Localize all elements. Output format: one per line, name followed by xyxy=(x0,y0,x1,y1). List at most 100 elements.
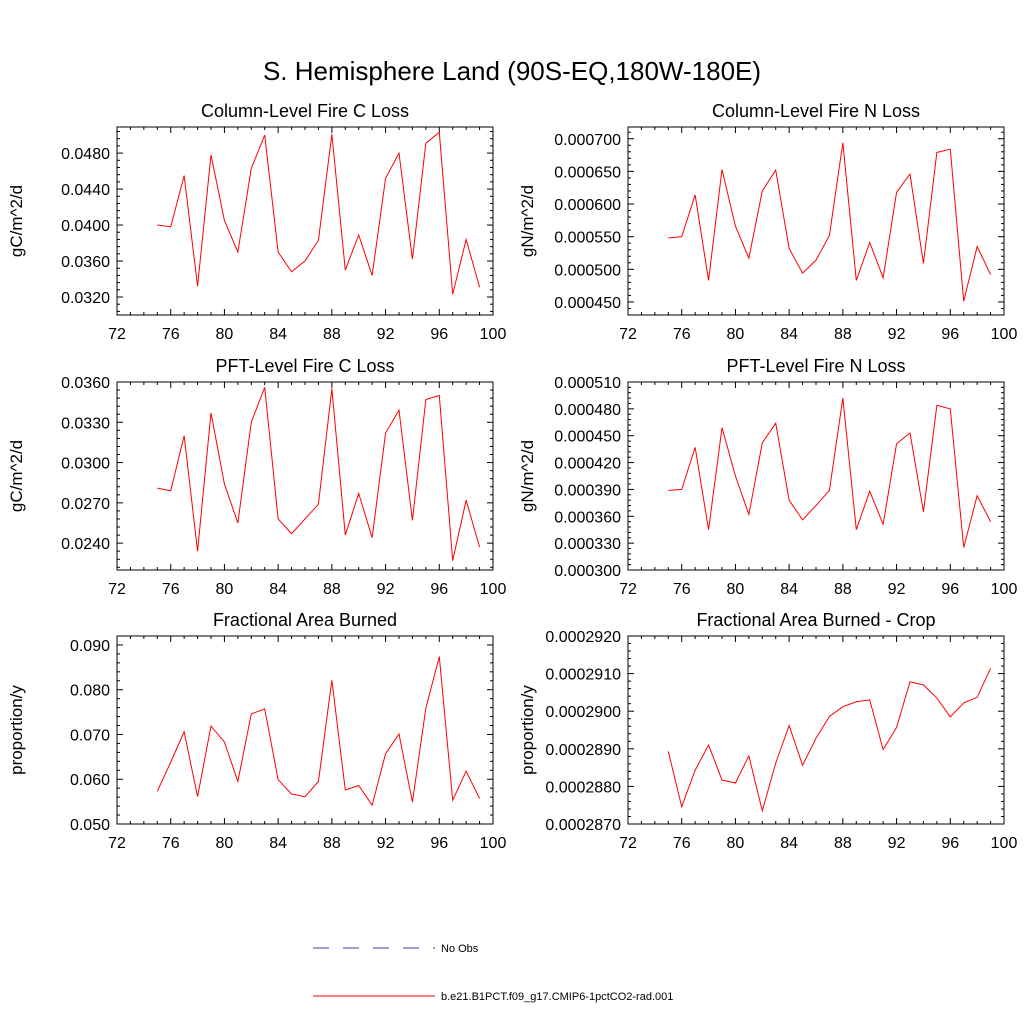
x-tick-label: 76 xyxy=(162,581,180,598)
x-axis-ticks: 72 76 80 84 88 92 96 100 xyxy=(108,382,506,598)
y-tick-label: 0.060 xyxy=(70,772,110,789)
x-tick-label: 88 xyxy=(323,581,341,598)
x-tick-label: 80 xyxy=(216,326,234,343)
series-line-pft-fire-n-loss xyxy=(668,398,992,548)
x-tick-label: 76 xyxy=(673,581,691,598)
x-tick-label: 92 xyxy=(377,835,395,852)
panel-title: Fractional Area Burned - Crop xyxy=(696,610,935,630)
y-axis-ticks: 0.0320 0.0360 0.0400 0.0440 0.0480 xyxy=(61,130,493,312)
x-tick-label: 84 xyxy=(269,835,287,852)
x-tick-label: 88 xyxy=(323,326,341,343)
x-tick-label: 80 xyxy=(727,835,745,852)
series-line-pft-fire-c-loss xyxy=(157,387,481,561)
y-tick-label: 0.000330 xyxy=(554,536,621,553)
x-tick-label: 100 xyxy=(991,581,1018,598)
y-tick-label: 0.000450 xyxy=(554,295,621,312)
y-tick-label: 0.000300 xyxy=(554,563,621,580)
x-tick-label: 76 xyxy=(673,326,691,343)
y-tick-label: 0.0300 xyxy=(61,456,110,473)
panel-column-fire-c-loss: Column-Level Fire C Loss gC/m^2/d 72 76 80 84… xyxy=(7,101,506,343)
x-tick-label: 72 xyxy=(108,326,126,343)
y-tick-label: 0.0440 xyxy=(61,182,110,199)
y-tick-label: 0.0360 xyxy=(61,375,110,392)
y-tick-label: 0.000450 xyxy=(554,429,621,446)
y-tick-label: 0.050 xyxy=(70,817,110,834)
x-tick-label: 88 xyxy=(323,835,341,852)
x-axis-ticks: 72 76 80 84 88 92 96 100 xyxy=(108,127,506,343)
legend: No Obs b.e21.B1PCT.f09_g17.CMIP6-1pctCO2… xyxy=(313,943,673,1003)
x-axis-ticks: 72 76 80 84 88 92 96 100 xyxy=(619,127,1017,343)
plot-frame xyxy=(627,126,1005,316)
y-tick-label: 0.0002890 xyxy=(545,742,621,759)
panel-title: PFT-Level Fire N Loss xyxy=(726,356,905,376)
x-tick-label: 96 xyxy=(941,835,959,852)
panel-title: Fractional Area Burned xyxy=(213,610,397,630)
x-tick-label: 84 xyxy=(780,581,798,598)
y-axis-label: gC/m^2/d xyxy=(7,440,26,512)
panel-pft-fire-c-loss: PFT-Level Fire C Loss gC/m^2/d 72 76 80 84 88 9… xyxy=(7,356,506,598)
y-axis-label: gN/m^2/d xyxy=(518,185,537,257)
y-tick-label: 0.070 xyxy=(70,727,110,744)
x-tick-label: 76 xyxy=(162,326,180,343)
x-tick-label: 88 xyxy=(834,326,852,343)
x-tick-label: 72 xyxy=(619,835,637,852)
y-tick-label: 0.0002910 xyxy=(545,667,621,684)
y-tick-label: 0.0480 xyxy=(61,146,110,163)
x-tick-label: 92 xyxy=(377,581,395,598)
y-tick-label: 0.0002880 xyxy=(545,779,621,796)
plot-frame xyxy=(116,381,494,571)
panel-column-fire-n-loss: Column-Level Fire N Loss gN/m^2/d 72 76 80 84… xyxy=(518,101,1017,343)
panel-title: Column-Level Fire N Loss xyxy=(712,101,920,121)
y-axis-label: gC/m^2/d xyxy=(7,185,26,257)
y-tick-label: 0.0270 xyxy=(61,496,110,513)
y-tick-label: 0.0002900 xyxy=(545,704,621,721)
x-tick-label: 84 xyxy=(780,326,798,343)
plot-frame xyxy=(627,635,1005,825)
series-line-fractional-area-burned-crop xyxy=(667,668,992,813)
x-tick-label: 92 xyxy=(888,581,906,598)
panel-fractional-area-burned: Fractional Area Burned proportion/y 72 76 80… xyxy=(7,610,506,852)
x-tick-label: 96 xyxy=(941,326,959,343)
y-axis-label: gN/m^2/d xyxy=(518,440,537,512)
y-tick-label: 0.0400 xyxy=(61,218,110,235)
y-tick-label: 0.090 xyxy=(70,638,110,655)
x-tick-label: 100 xyxy=(480,581,507,598)
x-tick-label: 80 xyxy=(727,326,745,343)
y-tick-label: 0.000420 xyxy=(554,456,621,473)
x-tick-label: 80 xyxy=(727,581,745,598)
panel-pft-fire-n-loss: PFT-Level Fire N Loss gN/m^2/d 72 76 80 84 88 9… xyxy=(518,356,1017,598)
x-tick-label: 80 xyxy=(216,581,234,598)
y-tick-label: 0.0360 xyxy=(61,254,110,271)
y-tick-label: 0.0320 xyxy=(61,290,110,307)
x-tick-label: 84 xyxy=(269,581,287,598)
x-axis-ticks: 72 76 80 84 88 92 96 100 xyxy=(108,636,506,852)
x-tick-label: 100 xyxy=(480,326,507,343)
x-tick-label: 96 xyxy=(430,326,448,343)
y-tick-label: 0.0330 xyxy=(61,415,110,432)
x-tick-label: 88 xyxy=(834,835,852,852)
x-tick-label: 96 xyxy=(430,835,448,852)
plot-frame xyxy=(116,635,494,825)
x-tick-label: 76 xyxy=(162,835,180,852)
series-line-fractional-area-burned xyxy=(156,656,481,807)
y-tick-label: 0.000500 xyxy=(554,262,621,279)
x-tick-label: 72 xyxy=(108,581,126,598)
legend-label-model-run: b.e21.B1PCT.f09_g17.CMIP6-1pctCO2-rad.00… xyxy=(441,991,673,1003)
x-tick-label: 96 xyxy=(430,581,448,598)
y-tick-label: 0.000550 xyxy=(554,230,621,247)
y-tick-label: 0.000360 xyxy=(554,509,621,526)
figure-title: S. Hemisphere Land (90S-EQ,180W-180E) xyxy=(263,56,761,86)
x-tick-label: 92 xyxy=(377,326,395,343)
x-tick-label: 100 xyxy=(991,835,1018,852)
y-tick-label: 0.000650 xyxy=(554,164,621,181)
y-tick-label: 0.000480 xyxy=(554,402,621,419)
x-tick-label: 92 xyxy=(888,835,906,852)
x-tick-label: 100 xyxy=(480,835,507,852)
x-tick-label: 84 xyxy=(780,835,798,852)
y-tick-label: 0.000700 xyxy=(554,132,621,149)
x-axis-ticks: 72 76 80 84 88 92 96 100 xyxy=(619,382,1017,598)
x-tick-label: 72 xyxy=(619,581,637,598)
plot-frame xyxy=(627,381,1005,571)
y-axis-ticks: 0.0002870 0.0002880 0.0002890 0.0002900 0.00… xyxy=(545,629,1004,834)
